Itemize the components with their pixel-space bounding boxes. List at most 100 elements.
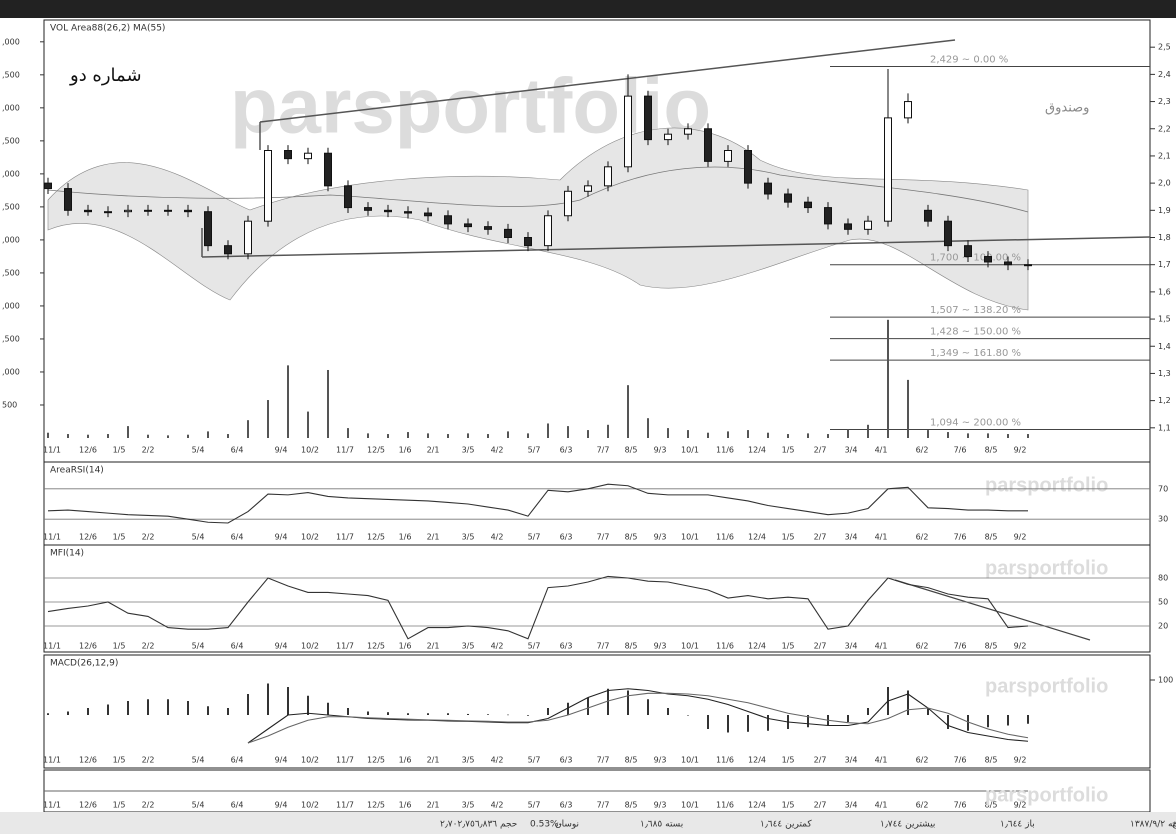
status-item: بسته ۱٫٦۸٥: [640, 820, 683, 830]
volume-tick-label: ,500: [2, 136, 20, 145]
x-tick-label: 1/5: [782, 642, 795, 651]
y-tick-label: 80: [1158, 574, 1168, 583]
candle-body: [284, 150, 292, 160]
y-tick-label: 30: [1158, 515, 1168, 524]
x-tick-label: 3/4: [845, 533, 858, 542]
panel-watermark: parsportfolio: [985, 675, 1108, 697]
volume-bar: [447, 434, 449, 438]
x-tick-label: 9/2: [1014, 756, 1027, 765]
candle-body: [44, 182, 52, 190]
x-tick-label: 5/4: [192, 642, 205, 651]
histogram-bar: [1007, 715, 1009, 726]
candle-body: [1024, 264, 1032, 267]
volume-tick-label: 500: [2, 400, 17, 409]
volume-bar: [407, 432, 409, 438]
histogram-bar: [927, 708, 929, 715]
x-tick-label: 12/5: [367, 642, 385, 651]
candle-body: [704, 128, 712, 162]
x-tick-label: 12/5: [367, 446, 385, 455]
x-tick-label: 5/7: [528, 642, 541, 651]
volume-bar: [307, 411, 309, 438]
x-tick-label: 2/2: [142, 642, 155, 651]
volume-bar: [287, 365, 289, 438]
candle-body: [844, 223, 852, 230]
x-tick-label: 12/4: [748, 446, 766, 455]
candle-body: [304, 152, 312, 160]
volume-bar: [647, 418, 649, 438]
candle-body: [84, 209, 92, 213]
x-tick-label: 5/7: [528, 533, 541, 542]
histogram-bar: [167, 699, 169, 715]
x-tick-label: 4/2: [491, 446, 504, 455]
x-tick-label: 4/1: [875, 533, 888, 542]
candle-body: [964, 245, 972, 258]
candle-body: [664, 133, 672, 141]
candle-body: [644, 95, 652, 141]
channel-top: [259, 39, 956, 123]
candle-body: [184, 209, 192, 213]
mfi-panel: [43, 544, 1151, 653]
panel-title: VOL Area88(26,2) MA(55): [50, 24, 165, 34]
x-tick-label: 6/3: [560, 642, 573, 651]
volume-tick-label: ,000: [2, 103, 20, 112]
trend-line: [894, 579, 1091, 641]
fund-label: وصندوق: [1045, 101, 1089, 116]
histogram-bar: [67, 711, 69, 715]
x-tick-label: 6/2: [916, 756, 929, 765]
x-tick-label: 12/6: [79, 642, 97, 651]
x-tick-label: 4/2: [491, 533, 504, 542]
x-tick-label: 2/1: [427, 756, 440, 765]
histogram-bar: [307, 695, 309, 715]
volume-bar: [1007, 434, 1009, 438]
y-tick-label: 1,7: [1158, 260, 1171, 269]
histogram-bar: [347, 708, 349, 715]
x-tick-label: 9/4: [275, 756, 288, 765]
histogram-bar: [467, 713, 469, 715]
histogram-bar: [127, 701, 129, 715]
x-tick-label: 4/1: [875, 801, 888, 810]
volume-bar: [227, 434, 229, 438]
candle-body: [164, 209, 172, 212]
x-tick-label: 8/5: [625, 801, 638, 810]
y-tick-label: 2,2: [1158, 124, 1171, 133]
x-tick-label: 6/3: [560, 446, 573, 455]
x-tick-label: 8/5: [985, 642, 998, 651]
annotation: شماره دو: [69, 65, 142, 86]
x-tick-label: 10/2: [301, 533, 319, 542]
x-tick-label: 11/6: [716, 533, 734, 542]
candle-body: [944, 220, 952, 247]
x-tick-label: 11/1: [43, 533, 61, 542]
candle-body: [144, 209, 152, 212]
volume-bar: [927, 430, 929, 438]
x-tick-label: 12/6: [79, 756, 97, 765]
candle-body: [584, 185, 592, 192]
volume-bar: [667, 428, 669, 438]
moving-average: [47, 166, 1029, 213]
volume-bar: [887, 319, 889, 438]
x-tick-label: 2/1: [427, 446, 440, 455]
y-tick-label: 1,3: [1158, 369, 1171, 378]
x-tick-label: 11/7: [336, 801, 354, 810]
volume-bar: [147, 434, 149, 438]
x-tick-label: 4/2: [491, 756, 504, 765]
x-tick-label: 10/1: [681, 756, 699, 765]
x-tick-label: 10/2: [301, 642, 319, 651]
volume-bar: [467, 433, 469, 438]
histogram-bar: [487, 714, 489, 715]
volume-bar: [427, 433, 429, 438]
indicator-line: [47, 575, 1029, 640]
x-tick-label: 9/2: [1014, 642, 1027, 651]
candle-body: [764, 182, 772, 195]
x-tick-label: 11/1: [43, 642, 61, 651]
status-item: حجم ۲٫۷۰۲٫۷٥٦٫۸۳٦: [440, 820, 517, 830]
x-tick-label: 3/5: [462, 446, 475, 455]
volume-bar: [787, 434, 789, 438]
histogram-bar: [987, 715, 989, 728]
volume-bar: [267, 400, 269, 438]
x-tick-label: 2/1: [427, 533, 440, 542]
fib-label: 1,094 ~ 200.00 %: [930, 417, 1021, 428]
status-bar: [0, 812, 1176, 834]
status-item: بیشترین ۱٫۷٤٤: [880, 820, 935, 830]
x-tick-label: 9/4: [275, 801, 288, 810]
candle-body: [244, 220, 252, 255]
